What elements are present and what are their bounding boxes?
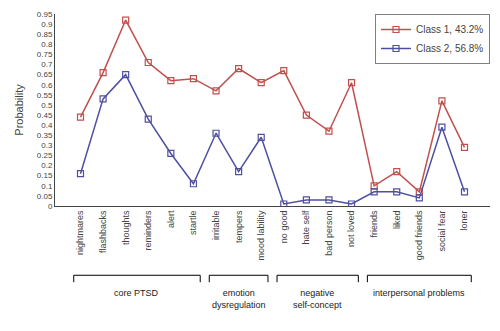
svg-text:friends: friends — [369, 210, 379, 238]
svg-text:0.65: 0.65 — [37, 70, 53, 79]
svg-text:0.85: 0.85 — [37, 30, 53, 39]
svg-text:0.8: 0.8 — [41, 40, 53, 49]
svg-text:interpersonal problems: interpersonal problems — [373, 288, 465, 298]
svg-text:0.35: 0.35 — [37, 131, 53, 140]
svg-text:0.95: 0.95 — [37, 10, 53, 19]
svg-text:reminders: reminders — [143, 210, 153, 251]
svg-text:0.3: 0.3 — [41, 141, 53, 150]
svg-text:0.7: 0.7 — [41, 60, 53, 69]
svg-text:emotiondysregulation: emotiondysregulation — [212, 288, 266, 310]
svg-text:0.9: 0.9 — [41, 20, 53, 29]
svg-text:0.25: 0.25 — [37, 151, 53, 160]
svg-text:0.5: 0.5 — [41, 101, 53, 110]
svg-text:mood lability: mood lability — [256, 210, 266, 261]
svg-text:0.55: 0.55 — [37, 91, 53, 100]
svg-text:nightmares: nightmares — [75, 210, 85, 255]
svg-text:startle: startle — [188, 211, 198, 236]
svg-text:good friends: good friends — [414, 210, 424, 260]
svg-text:irritable: irritable — [211, 211, 221, 241]
svg-text:0.15: 0.15 — [37, 171, 53, 180]
svg-text:liked: liked — [392, 211, 402, 230]
svg-text:0.6: 0.6 — [41, 81, 53, 90]
svg-text:social fear: social fear — [437, 211, 447, 252]
svg-text:flashbacks: flashbacks — [98, 210, 108, 253]
svg-text:no good: no good — [279, 211, 289, 244]
svg-text:0.45: 0.45 — [37, 111, 53, 120]
svg-text:Class 1, 43.2%: Class 1, 43.2% — [416, 24, 483, 35]
svg-text:negativeself-concept: negativeself-concept — [293, 288, 342, 310]
svg-text:0: 0 — [48, 202, 53, 211]
svg-text:0.75: 0.75 — [37, 50, 53, 59]
svg-text:tempers: tempers — [234, 210, 244, 243]
svg-text:loner: loner — [459, 211, 469, 231]
svg-text:0.4: 0.4 — [41, 121, 53, 130]
svg-text:core PTSD: core PTSD — [114, 288, 159, 298]
svg-text:0.05: 0.05 — [37, 192, 53, 201]
svg-text:0.2: 0.2 — [41, 161, 53, 170]
svg-text:hate self: hate self — [301, 210, 311, 245]
svg-text:alert: alert — [166, 210, 176, 228]
svg-text:Class 2, 56.8%: Class 2, 56.8% — [416, 43, 483, 54]
svg-text:0.1: 0.1 — [41, 182, 53, 191]
svg-text:thoughts: thoughts — [121, 210, 131, 245]
svg-text:bad person: bad person — [324, 211, 334, 256]
svg-text:not loved: not loved — [346, 211, 356, 248]
svg-text:Probability: Probability — [13, 84, 25, 136]
